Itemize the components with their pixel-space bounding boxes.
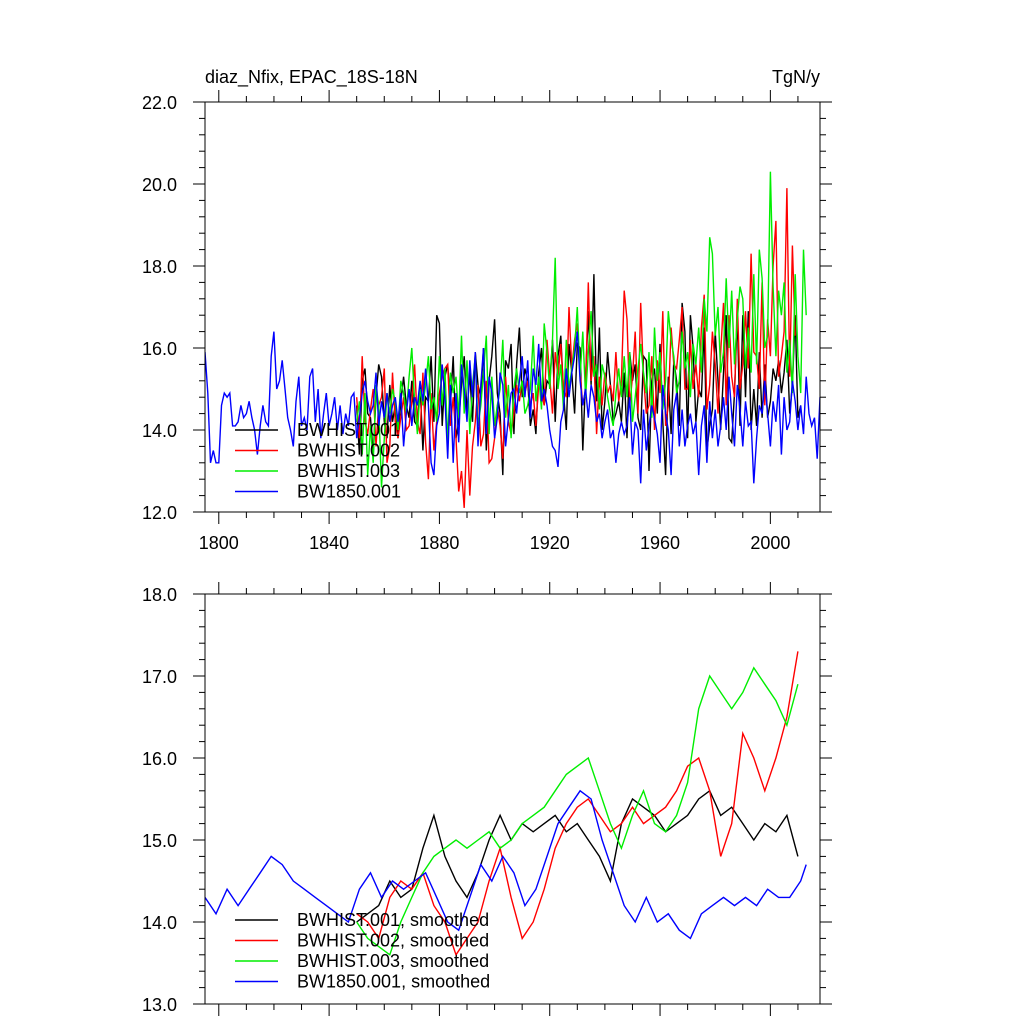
y-tick-label: 17.0 <box>142 667 177 687</box>
legend-label: BW1850.001, smoothed <box>297 972 490 992</box>
x-tick-label: 2000 <box>750 533 790 553</box>
top-plot-frame <box>204 101 821 513</box>
bottom-plot-frame <box>204 593 821 1005</box>
series-line-bwhist-003-smoothed <box>356 666 799 956</box>
series-line-bw1850-001-smoothed <box>205 789 807 940</box>
y-tick-label: 13.0 <box>142 995 177 1015</box>
series-line-bwhist-002-smoothed <box>356 651 799 957</box>
series-line-bwhist-001-smoothed <box>356 789 799 923</box>
legend-label: BWHIST.002, smoothed <box>297 931 489 951</box>
y-tick-label: 14.0 <box>142 913 177 933</box>
x-tick-label: 1880 <box>419 533 459 553</box>
series-line-bwhist-003 <box>356 171 807 488</box>
top-title-right: TgN/y <box>772 67 820 87</box>
y-tick-label: 22.0 <box>142 93 177 113</box>
legend-label: BWHIST.001, smoothed <box>297 910 489 930</box>
y-tick-label: 16.0 <box>142 749 177 769</box>
y-tick-label: 15.0 <box>142 831 177 851</box>
y-tick-label: 14.0 <box>142 421 177 441</box>
legend-label: BWHIST.001 <box>297 420 400 440</box>
x-tick-label: 1840 <box>309 533 349 553</box>
y-tick-label: 16.0 <box>142 339 177 359</box>
x-tick-label: 1920 <box>530 533 570 553</box>
y-tick-label: 12.0 <box>142 503 177 523</box>
legend-label: BWHIST.002 <box>297 441 400 461</box>
y-tick-label: 18.0 <box>142 257 177 277</box>
top-title-left: diaz_Nfix, EPAC_18S-18N <box>205 67 418 88</box>
top-panel: diaz_Nfix, EPAC_18S-18N TgN/y 1800 1840 18… <box>142 67 832 553</box>
bottom-panel: 13.0 14.0 15.0 16.0 17.0 18.0 BWHIST.001, smo… <box>142 582 832 1016</box>
legend-label: BW1850.001 <box>297 482 401 502</box>
x-tick-label: 1960 <box>640 533 680 553</box>
y-tick-label: 18.0 <box>142 585 177 605</box>
legend-label: BWHIST.003 <box>297 461 400 481</box>
legend-label: BWHIST.003, smoothed <box>297 951 489 971</box>
y-tick-label: 20.0 <box>142 175 177 195</box>
series-line-bw1850-001 <box>205 331 820 484</box>
x-tick-label: 1800 <box>199 533 239 553</box>
